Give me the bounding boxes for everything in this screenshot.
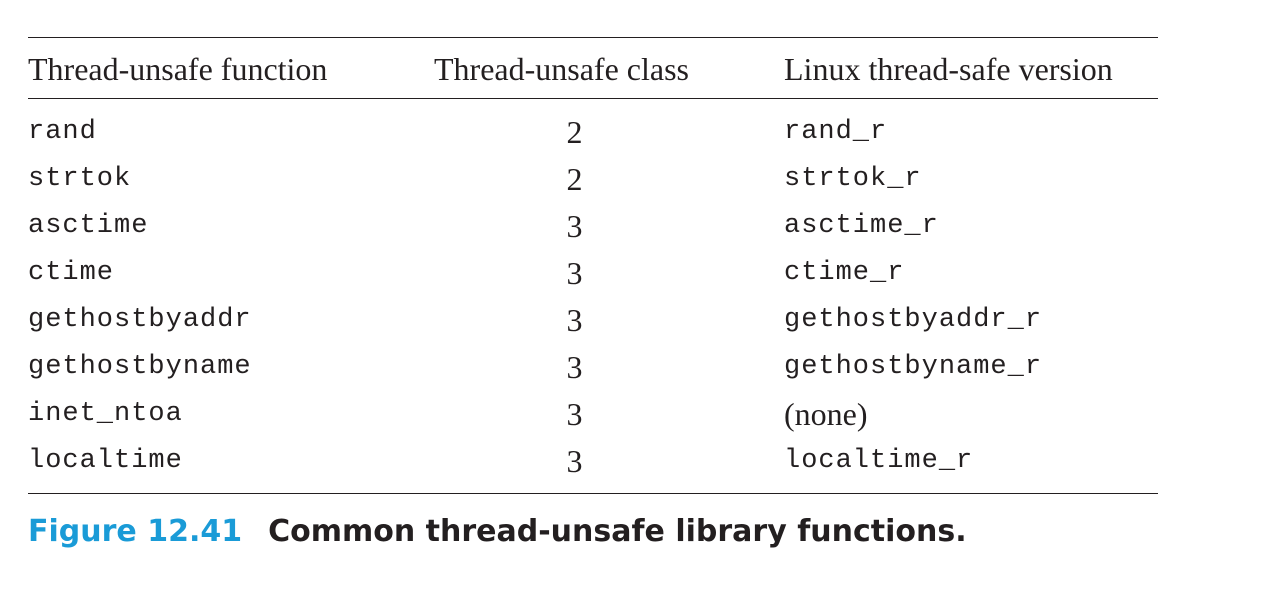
function-cell: gethostbyname bbox=[28, 352, 252, 382]
function-cell: strtok bbox=[28, 164, 132, 194]
table-row: rand 2 rand_r bbox=[28, 108, 1158, 155]
table-top-rule bbox=[28, 37, 1158, 38]
class-cell: 2 bbox=[566, 161, 583, 197]
class-cell: 3 bbox=[566, 302, 583, 338]
safe-version-cell: gethostbyaddr_r bbox=[784, 305, 1043, 335]
class-cell: 2 bbox=[566, 114, 583, 150]
safe-version-cell: strtok_r bbox=[784, 164, 922, 194]
class-cell: 3 bbox=[566, 255, 583, 291]
safe-version-cell: gethostbyname_r bbox=[784, 352, 1043, 382]
safe-version-cell: (none) bbox=[784, 396, 868, 432]
figure-caption: Figure 12.41 Common thread-unsafe library… bbox=[28, 512, 967, 552]
table-bottom-rule bbox=[28, 493, 1158, 494]
header-function: Thread-unsafe function bbox=[28, 51, 328, 87]
table-header-row: Thread-unsafe function Thread-unsafe cla… bbox=[28, 38, 1158, 98]
table-row: inet_ntoa 3 (none) bbox=[28, 390, 1158, 437]
figure-label: Figure 12.41 bbox=[28, 514, 243, 549]
table-row: asctime 3 asctime_r bbox=[28, 202, 1158, 249]
safe-version-cell: rand_r bbox=[784, 117, 888, 147]
header-safe-version: Linux thread-safe version bbox=[784, 51, 1113, 87]
thread-unsafe-table: Thread-unsafe function Thread-unsafe cla… bbox=[28, 37, 1158, 494]
safe-version-cell: localtime_r bbox=[784, 446, 974, 476]
table-body: rand 2 rand_r strtok 2 strtok_r asctime … bbox=[28, 99, 1158, 493]
class-cell: 3 bbox=[566, 443, 583, 479]
table-row: gethostbyaddr 3 gethostbyaddr_r bbox=[28, 296, 1158, 343]
header-class: Thread-unsafe class bbox=[434, 51, 689, 87]
table-row: localtime 3 localtime_r bbox=[28, 437, 1158, 484]
table-row: strtok 2 strtok_r bbox=[28, 155, 1158, 202]
function-cell: inet_ntoa bbox=[28, 399, 183, 429]
function-cell: ctime bbox=[28, 258, 115, 288]
safe-version-cell: ctime_r bbox=[784, 258, 905, 288]
function-cell: asctime bbox=[28, 211, 149, 241]
figure-title: Common thread-unsafe library functions. bbox=[268, 514, 967, 549]
class-cell: 3 bbox=[566, 396, 583, 432]
class-cell: 3 bbox=[566, 349, 583, 385]
table-row: ctime 3 ctime_r bbox=[28, 249, 1158, 296]
function-cell: rand bbox=[28, 117, 97, 147]
function-cell: gethostbyaddr bbox=[28, 305, 252, 335]
safe-version-cell: asctime_r bbox=[784, 211, 939, 241]
class-cell: 3 bbox=[566, 208, 583, 244]
function-cell: localtime bbox=[28, 446, 183, 476]
table-row: gethostbyname 3 gethostbyname_r bbox=[28, 343, 1158, 390]
table-header-rule bbox=[28, 98, 1158, 99]
